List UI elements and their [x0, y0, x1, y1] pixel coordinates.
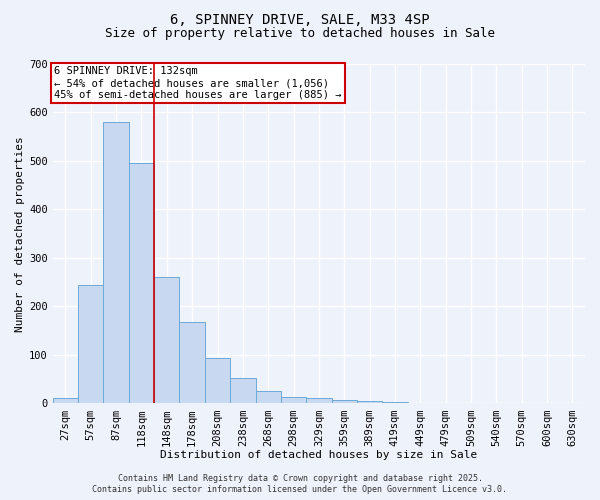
Bar [154, 278, 179, 404]
Bar [78, 284, 103, 404]
Text: Contains HM Land Registry data © Crown copyright and database right 2025.
Contai: Contains HM Land Registry data © Crown c… [92, 474, 508, 494]
Y-axis label: Number of detached properties: Number of detached properties [15, 136, 25, 332]
Bar [129, 164, 154, 404]
Bar [179, 322, 205, 404]
Text: Size of property relative to detached houses in Sale: Size of property relative to detached ho… [105, 28, 495, 40]
X-axis label: Distribution of detached houses by size in Sale: Distribution of detached houses by size … [160, 450, 478, 460]
Bar [103, 122, 129, 404]
Bar [357, 401, 382, 404]
Bar [281, 397, 306, 404]
Bar [53, 398, 78, 404]
Text: 6 SPINNEY DRIVE: 132sqm
← 54% of detached houses are smaller (1,056)
45% of semi: 6 SPINNEY DRIVE: 132sqm ← 54% of detache… [54, 66, 341, 100]
Bar [256, 392, 281, 404]
Text: 6, SPINNEY DRIVE, SALE, M33 4SP: 6, SPINNEY DRIVE, SALE, M33 4SP [170, 12, 430, 26]
Bar [306, 398, 332, 404]
Bar [205, 358, 230, 404]
Bar [332, 400, 357, 404]
Bar [382, 402, 407, 404]
Bar [230, 378, 256, 404]
